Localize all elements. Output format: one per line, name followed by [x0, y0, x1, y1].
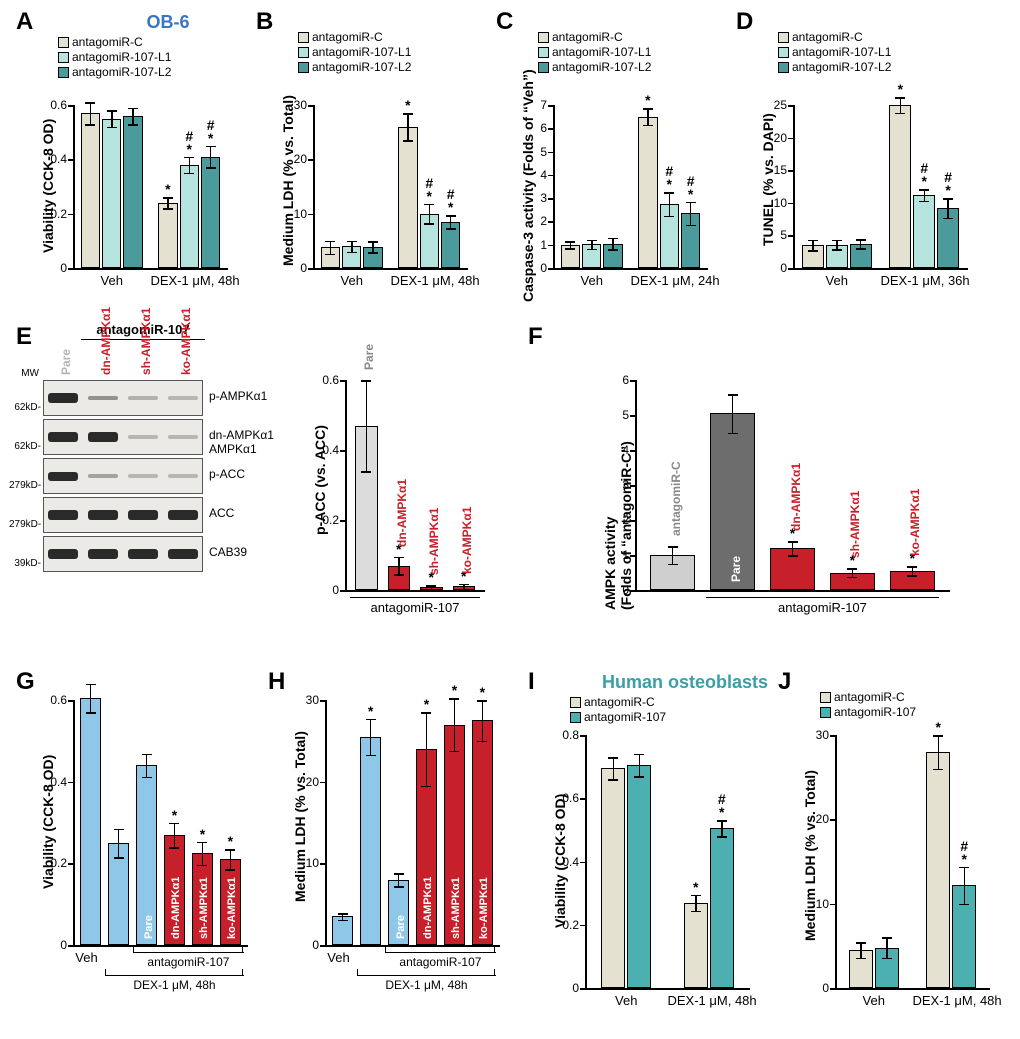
figure-root: AOB-600.20.40.6Viability (CCK-8 OD)antag…: [0, 0, 1020, 1039]
